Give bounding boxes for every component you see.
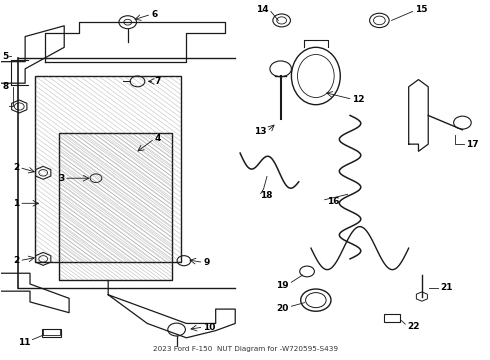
Text: 7: 7 bbox=[155, 77, 161, 86]
Text: 5: 5 bbox=[2, 52, 8, 61]
Text: 3: 3 bbox=[58, 174, 64, 183]
Text: 12: 12 bbox=[352, 95, 365, 104]
Text: 16: 16 bbox=[327, 197, 340, 206]
Text: 1: 1 bbox=[13, 199, 19, 208]
Text: 19: 19 bbox=[276, 281, 289, 290]
Text: 10: 10 bbox=[203, 323, 216, 332]
Text: 22: 22 bbox=[407, 322, 420, 331]
Text: 8: 8 bbox=[2, 82, 8, 91]
Text: 20: 20 bbox=[276, 304, 289, 313]
Bar bbox=[42, 329, 61, 337]
Bar bbox=[35, 76, 181, 262]
Text: 2023 Ford F-150  NUT Diagram for -W720595-S439: 2023 Ford F-150 NUT Diagram for -W720595… bbox=[152, 346, 338, 352]
Text: 4: 4 bbox=[155, 134, 161, 143]
Text: 21: 21 bbox=[441, 283, 453, 292]
Text: 15: 15 bbox=[415, 5, 428, 14]
Bar bbox=[35, 76, 181, 262]
Text: 9: 9 bbox=[203, 258, 210, 267]
Text: 11: 11 bbox=[19, 338, 31, 347]
Bar bbox=[59, 134, 172, 280]
Text: 18: 18 bbox=[260, 190, 272, 199]
Bar bbox=[59, 134, 172, 280]
Text: 17: 17 bbox=[466, 140, 478, 149]
Text: 14: 14 bbox=[256, 5, 269, 14]
Text: 2: 2 bbox=[13, 163, 19, 172]
Bar bbox=[384, 315, 400, 321]
Text: 13: 13 bbox=[254, 127, 267, 136]
Text: 6: 6 bbox=[151, 10, 157, 19]
Text: 2: 2 bbox=[13, 256, 19, 265]
